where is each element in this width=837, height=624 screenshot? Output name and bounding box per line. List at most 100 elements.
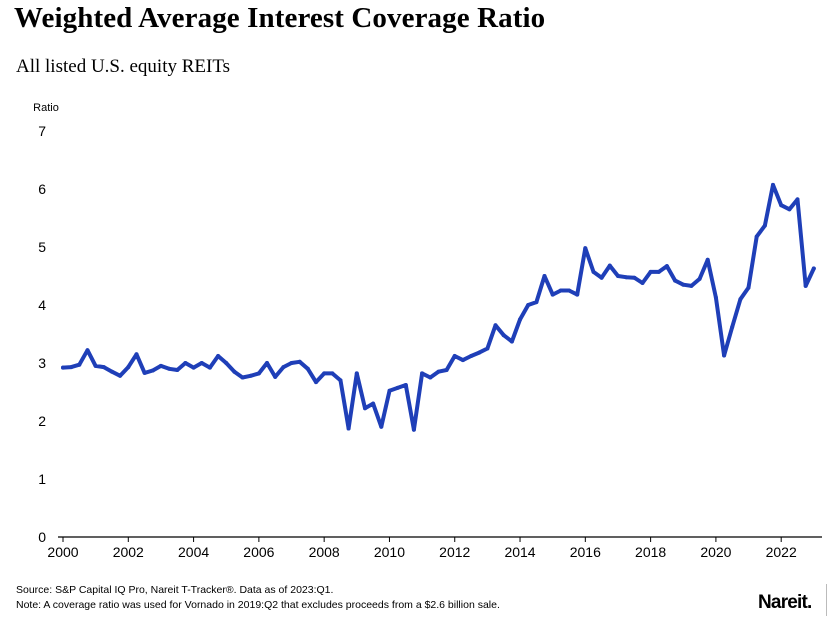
data-point	[289, 361, 294, 365]
data-point	[85, 348, 90, 353]
data-point	[322, 371, 327, 376]
data-point	[469, 354, 474, 358]
data-point	[591, 269, 596, 274]
chart-title: Weighted Average Interest Coverage Ratio	[14, 2, 546, 34]
data-point	[501, 333, 506, 338]
data-point	[183, 361, 188, 365]
data-point	[273, 374, 278, 379]
data-point	[656, 269, 661, 274]
data-point	[126, 365, 131, 370]
data-point	[713, 295, 718, 300]
data-point	[101, 365, 106, 370]
data-point	[420, 371, 425, 376]
data-point	[542, 274, 547, 278]
data-point	[673, 278, 678, 283]
logo-divider	[826, 584, 827, 616]
data-point	[550, 292, 555, 297]
data-point	[281, 365, 286, 370]
x-tick-label: 2018	[635, 544, 666, 560]
data-point	[452, 354, 457, 358]
data-point	[330, 371, 335, 376]
data-point	[697, 276, 702, 281]
data-point	[371, 401, 376, 406]
data-point	[61, 365, 65, 370]
y-tick-label: 3	[38, 355, 46, 371]
data-point	[477, 350, 482, 355]
data-point	[134, 352, 139, 357]
data-point	[762, 223, 767, 228]
y-tick-label: 1	[38, 471, 46, 487]
data-point	[746, 285, 751, 290]
x-tick-label: 2012	[439, 544, 470, 560]
data-point	[787, 207, 792, 212]
data-point	[248, 373, 253, 378]
y-axis-label: Ratio	[33, 102, 59, 114]
data-point	[607, 263, 612, 268]
data-point	[77, 362, 82, 367]
data-point	[150, 368, 155, 373]
y-tick-label: 2	[38, 413, 46, 429]
data-point	[297, 359, 302, 364]
x-tick-label: 2014	[504, 544, 535, 560]
data-point	[664, 264, 669, 269]
data-point	[142, 370, 147, 375]
data-point	[526, 303, 531, 307]
data-point	[110, 369, 114, 374]
x-tick-label: 2000	[47, 544, 78, 560]
data-point	[681, 282, 686, 287]
y-tick-label: 0	[38, 529, 46, 545]
x-tick-label: 2004	[178, 544, 209, 560]
data-point	[314, 380, 318, 385]
chart-subtitle: All listed U.S. equity REITs	[16, 56, 231, 77]
data-point	[779, 203, 784, 208]
data-point	[689, 283, 694, 288]
data-point	[118, 373, 123, 378]
y-axis-ticks: 0 1 2 3 4 5 6 7	[38, 123, 46, 545]
x-tick-label: 2010	[374, 544, 405, 560]
data-point	[158, 363, 163, 368]
y-tick-label: 6	[38, 181, 46, 197]
data-points	[61, 182, 816, 432]
data-point	[558, 288, 563, 293]
data-point	[207, 365, 212, 370]
source-line: Source: S&P Capital IQ Pro, Nareit T-Tra…	[16, 584, 334, 596]
data-point	[730, 325, 735, 329]
note-line: Note: A coverage ratio was used for Vorn…	[16, 599, 500, 611]
data-point	[518, 317, 522, 322]
data-point	[93, 363, 98, 368]
data-point	[305, 366, 310, 371]
data-point	[754, 234, 759, 239]
data-point	[411, 427, 416, 432]
x-tick-label: 2016	[570, 544, 601, 560]
data-point	[803, 283, 808, 288]
data-point	[256, 371, 261, 376]
x-tick-label: 2020	[700, 544, 731, 560]
x-tick-label: 2002	[113, 544, 144, 560]
data-point	[705, 257, 710, 262]
y-tick-label: 4	[38, 297, 46, 313]
x-axis-ticks: 2000 2002 2004 2006 2008 2010 2012 2014 2016 2018…	[47, 537, 797, 560]
data-point	[224, 361, 229, 365]
series-line	[61, 182, 816, 432]
nareit-logo: Nareit.	[758, 592, 812, 613]
data-point	[811, 266, 816, 271]
data-point	[722, 353, 727, 358]
data-point	[354, 371, 359, 376]
x-tick-label: 2006	[243, 544, 274, 560]
data-point	[485, 346, 490, 351]
data-point	[616, 274, 620, 278]
data-point	[167, 366, 172, 371]
data-point	[460, 358, 465, 363]
data-point	[69, 365, 74, 370]
data-point	[444, 368, 449, 372]
source-note: Source: S&P Capital IQ Pro, Nareit T-Tra…	[16, 583, 500, 613]
data-point	[403, 383, 408, 387]
data-point	[583, 246, 588, 251]
data-point	[509, 339, 514, 344]
data-point	[795, 197, 800, 202]
data-point	[240, 375, 245, 380]
data-point	[216, 354, 221, 358]
data-point	[436, 369, 441, 374]
data-point	[265, 361, 269, 365]
